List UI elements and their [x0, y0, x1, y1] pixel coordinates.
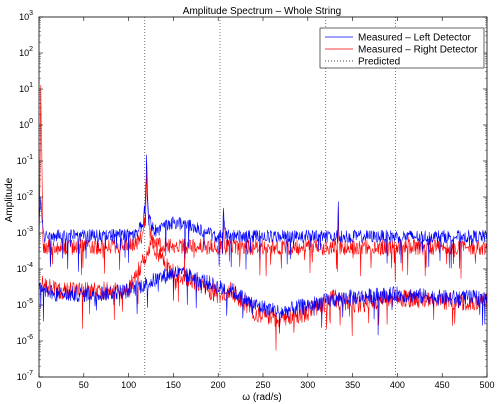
x-tick-label-7: 350: [345, 380, 360, 390]
x-tick-label-9: 450: [435, 380, 450, 390]
x-axis-title: ω (rad/s): [242, 392, 281, 403]
x-tick-label-2: 100: [121, 380, 136, 390]
x-tick-label-10: 500: [479, 380, 494, 390]
chart-title: Amplitude Spectrum – Whole String: [183, 6, 341, 17]
y-tick-label-9: 102: [19, 46, 33, 58]
y-tick-label-10: 103: [19, 10, 33, 22]
x-tick-label-0: 0: [36, 380, 41, 390]
plot-area: 0 50 100 150 200 250 300 350 400 450 500 10-7 10-6 10…: [17, 10, 495, 390]
y-tick-label-0: 10-7: [17, 370, 33, 382]
x-tick-label-4: 200: [211, 380, 226, 390]
plot-background: [39, 17, 487, 377]
y-axis-title: Amplitude: [4, 177, 15, 222]
series-group: [39, 85, 487, 351]
series-line-1: [39, 85, 487, 282]
legend-label-0: Measured – Left Detector: [358, 33, 472, 44]
x-tick-label-6: 300: [300, 380, 315, 390]
series-line-0: [39, 154, 487, 272]
legend-box: [319, 27, 485, 69]
y-tick-label-5: 10-2: [17, 190, 33, 202]
y-tick-label-1: 10-6: [17, 334, 33, 346]
legend-label-2: Predicted: [358, 57, 400, 68]
x-tick-label-5: 250: [255, 380, 270, 390]
x-tick-label-8: 400: [390, 380, 405, 390]
series-line-3: [39, 266, 487, 336]
y-tick-label-7: 100: [19, 118, 33, 130]
y-tick-label-3: 10-4: [17, 262, 33, 274]
x-tick-label-3: 150: [166, 380, 181, 390]
y-tick-label-8: 101: [19, 82, 33, 94]
y-tick-label-4: 10-3: [17, 226, 33, 238]
y-tick-label-2: 10-5: [17, 298, 33, 310]
y-tick-label-6: 10-1: [17, 154, 33, 166]
x-tick-label-1: 50: [79, 380, 89, 390]
legend-label-1: Measured – Right Detector: [358, 45, 478, 56]
